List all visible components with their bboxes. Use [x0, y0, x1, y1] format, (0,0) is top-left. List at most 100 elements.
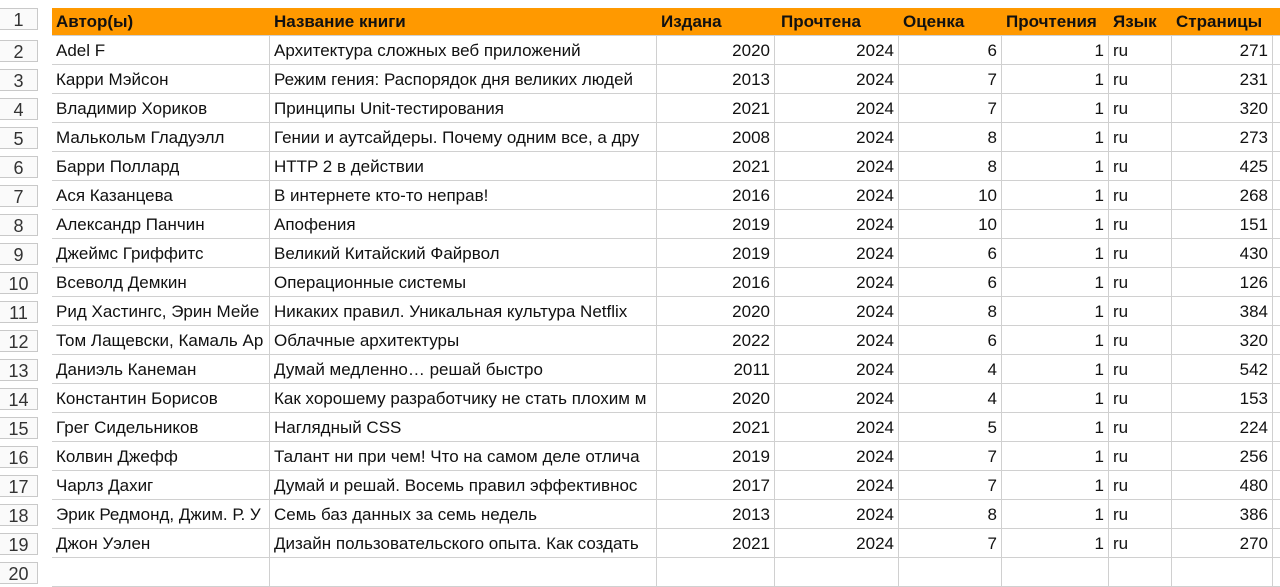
row-number[interactable]: 7	[0, 185, 38, 207]
rating-cell[interactable]: 10	[899, 210, 1002, 238]
row-number[interactable]: 14	[0, 388, 38, 410]
read-cell[interactable]: 2024	[775, 326, 899, 354]
title-cell[interactable]: Думай медленно… решай быстро	[270, 355, 657, 383]
reads-cell[interactable]: 1	[1002, 529, 1109, 557]
pages-cell[interactable]: 425	[1172, 152, 1273, 180]
rating-cell[interactable]: 6	[899, 268, 1002, 296]
rating-cell[interactable]	[899, 558, 1002, 586]
pages-cell[interactable]: 153	[1172, 384, 1273, 412]
rating-cell[interactable]: 6	[899, 36, 1002, 64]
pages-cell[interactable]	[1172, 558, 1273, 586]
reads-cell[interactable]: 1	[1002, 500, 1109, 528]
read-cell[interactable]: 2024	[775, 65, 899, 93]
rating-cell[interactable]: 7	[899, 94, 1002, 122]
language-cell[interactable]: ru	[1109, 471, 1172, 499]
published-cell[interactable]: 2020	[657, 36, 775, 64]
reads-cell[interactable]: 1	[1002, 65, 1109, 93]
rating-cell[interactable]: 10	[899, 181, 1002, 209]
read-cell[interactable]: 2024	[775, 181, 899, 209]
pages-cell[interactable]: 256	[1172, 442, 1273, 470]
author-cell[interactable]: Барри Поллард	[52, 152, 270, 180]
language-cell[interactable]: ru	[1109, 413, 1172, 441]
row-number[interactable]: 10	[0, 272, 38, 294]
rating-cell[interactable]: 7	[899, 471, 1002, 499]
reads-cell[interactable]: 1	[1002, 181, 1109, 209]
title-cell[interactable]: Великий Китайский Файрвол	[270, 239, 657, 267]
language-cell[interactable]: ru	[1109, 384, 1172, 412]
rating-cell[interactable]: 8	[899, 123, 1002, 151]
reads-cell[interactable]: 1	[1002, 94, 1109, 122]
pages-cell[interactable]: 126	[1172, 268, 1273, 296]
title-cell[interactable]: В интернете кто-то неправ!	[270, 181, 657, 209]
published-cell[interactable]: 2020	[657, 297, 775, 325]
read-cell[interactable]: 2024	[775, 442, 899, 470]
title-cell[interactable]: Талант ни при чем! Что на самом деле отл…	[270, 442, 657, 470]
rating-cell[interactable]: 8	[899, 297, 1002, 325]
row-number[interactable]: 13	[0, 359, 38, 381]
column-header-reads[interactable]: Прочтения	[1006, 12, 1097, 31]
author-cell[interactable]: Джеймс Гриффитс	[52, 239, 270, 267]
rating-cell[interactable]: 8	[899, 152, 1002, 180]
language-cell[interactable]: ru	[1109, 268, 1172, 296]
read-cell[interactable]: 2024	[775, 94, 899, 122]
published-cell[interactable]: 2017	[657, 471, 775, 499]
language-cell[interactable]: ru	[1109, 326, 1172, 354]
pages-cell[interactable]: 320	[1172, 94, 1273, 122]
published-cell[interactable]: 2019	[657, 210, 775, 238]
read-cell[interactable]: 2024	[775, 500, 899, 528]
language-cell[interactable]	[1109, 558, 1172, 586]
rating-cell[interactable]: 4	[899, 384, 1002, 412]
pages-cell[interactable]: 271	[1172, 36, 1273, 64]
title-cell[interactable]: Гении и аутсайдеры. Почему одним все, а …	[270, 123, 657, 151]
rating-cell[interactable]: 7	[899, 442, 1002, 470]
row-number[interactable]: 15	[0, 417, 38, 439]
author-cell[interactable]: Владимир Хориков	[52, 94, 270, 122]
reads-cell[interactable]: 1	[1002, 297, 1109, 325]
reads-cell[interactable]: 1	[1002, 210, 1109, 238]
title-cell[interactable]: Режим гения: Распорядок дня великих люде…	[270, 65, 657, 93]
language-cell[interactable]: ru	[1109, 500, 1172, 528]
author-cell[interactable]: Даниэль Канеман	[52, 355, 270, 383]
author-cell[interactable]: Константин Борисов	[52, 384, 270, 412]
author-cell[interactable]: Карри Мэйсон	[52, 65, 270, 93]
row-number[interactable]: 1	[0, 8, 38, 30]
rating-cell[interactable]: 7	[899, 529, 1002, 557]
author-cell[interactable]: Всеволд Демкин	[52, 268, 270, 296]
author-cell[interactable]: Том Лащевски, Камаль Ар	[52, 326, 270, 354]
title-cell[interactable]: Как хорошему разработчику не стать плохи…	[270, 384, 657, 412]
language-cell[interactable]: ru	[1109, 297, 1172, 325]
rating-cell[interactable]: 5	[899, 413, 1002, 441]
author-cell[interactable]: Малькольм Гладуэлл	[52, 123, 270, 151]
language-cell[interactable]: ru	[1109, 36, 1172, 64]
read-cell[interactable]: 2024	[775, 471, 899, 499]
pages-cell[interactable]: 386	[1172, 500, 1273, 528]
column-header-read[interactable]: Прочтена	[781, 12, 861, 31]
published-cell[interactable]: 2016	[657, 268, 775, 296]
read-cell[interactable]: 2024	[775, 529, 899, 557]
published-cell[interactable]: 2019	[657, 442, 775, 470]
reads-cell[interactable]	[1002, 558, 1109, 586]
pages-cell[interactable]: 270	[1172, 529, 1273, 557]
published-cell[interactable]: 2021	[657, 413, 775, 441]
reads-cell[interactable]: 1	[1002, 355, 1109, 383]
column-header-published[interactable]: Издана	[661, 12, 722, 31]
row-number[interactable]: 8	[0, 214, 38, 236]
author-cell[interactable]: Чарлз Дахиг	[52, 471, 270, 499]
title-cell[interactable]: Архитектура сложных веб приложений	[270, 36, 657, 64]
row-number[interactable]: 6	[0, 156, 38, 178]
rating-cell[interactable]: 4	[899, 355, 1002, 383]
published-cell[interactable]: 2011	[657, 355, 775, 383]
reads-cell[interactable]: 1	[1002, 152, 1109, 180]
row-number[interactable]: 19	[0, 533, 38, 555]
pages-cell[interactable]: 151	[1172, 210, 1273, 238]
rating-cell[interactable]: 7	[899, 65, 1002, 93]
row-number[interactable]: 16	[0, 446, 38, 468]
title-cell[interactable]: Принципы Unit-тестирования	[270, 94, 657, 122]
column-header-title[interactable]: Название книги	[274, 12, 406, 31]
pages-cell[interactable]: 231	[1172, 65, 1273, 93]
read-cell[interactable]: 2024	[775, 36, 899, 64]
language-cell[interactable]: ru	[1109, 94, 1172, 122]
read-cell[interactable]: 2024	[775, 123, 899, 151]
rating-cell[interactable]: 8	[899, 500, 1002, 528]
column-header-pages[interactable]: Страницы	[1176, 12, 1263, 31]
